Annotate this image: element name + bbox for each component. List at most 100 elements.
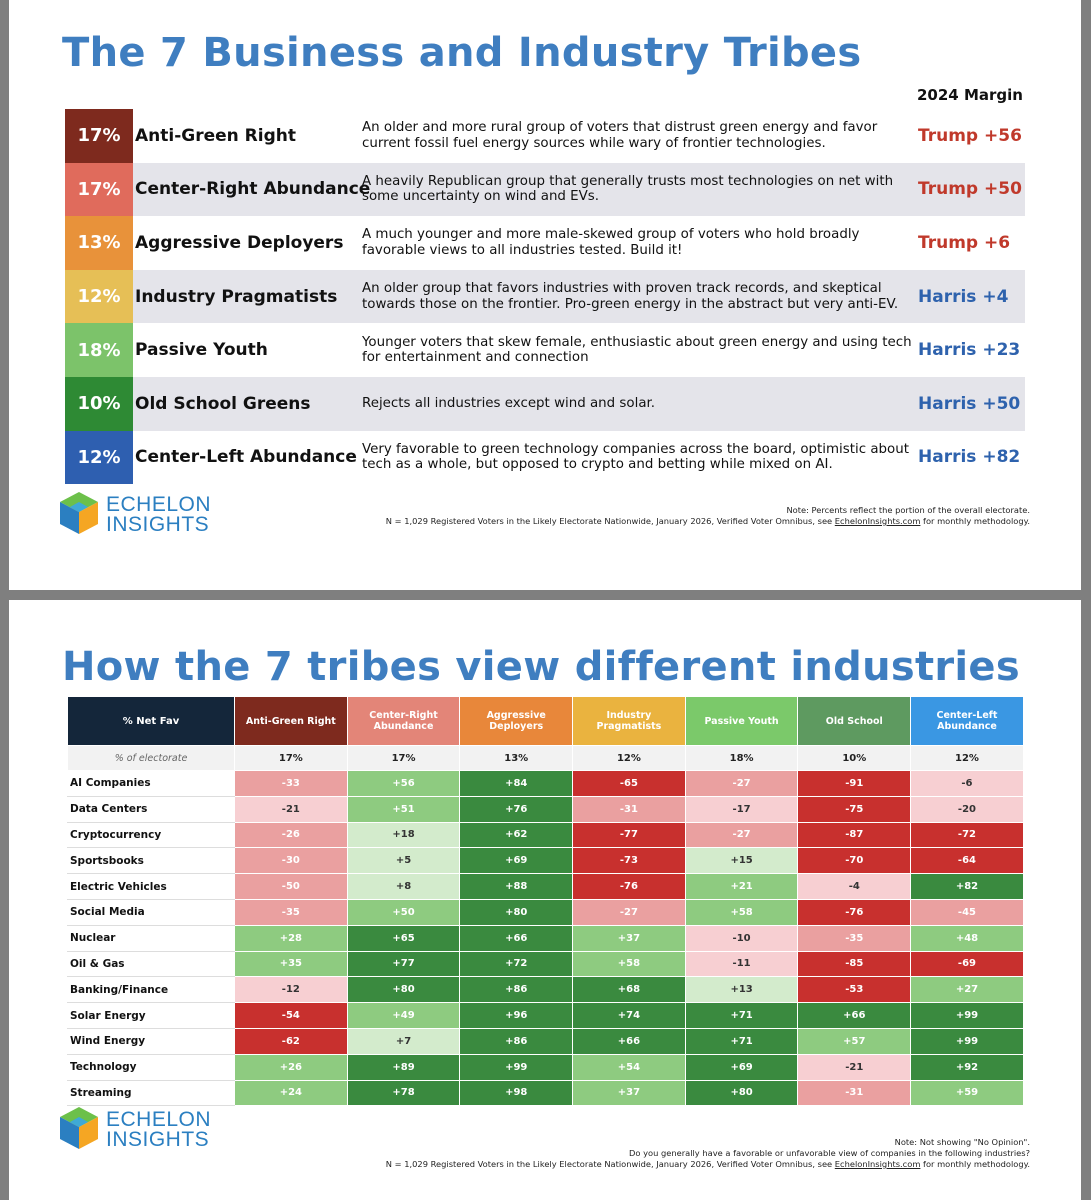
echelon-logo-2: ECHELON INSIGHTS [56,1105,216,1155]
net-fav-cell: -77 [572,821,686,849]
industry-label: Technology [67,1053,235,1081]
tribe-name: Old School Greens [135,393,311,414]
tribe-percent: 10% [65,376,133,431]
net-fav-cell: -21 [234,795,348,823]
logo-line2: INSIGHTS [106,1128,210,1151]
table-row: Social Media -35 +50 +80 -27 +58 -76 -45 [67,898,1024,926]
industry-label: Nuclear [67,924,235,952]
echelon-link[interactable]: EchelonInsights.com [834,516,921,526]
net-fav-cell: -31 [572,795,686,823]
tribe-margin: Trump +50 [918,179,1022,200]
tribe-description: Younger voters that skew female, enthusi… [362,334,912,366]
logo-line1: ECHELON [106,1108,212,1131]
net-fav-cell: +82 [910,873,1024,900]
tribe-row: 12% Industry Pragmatists An older group th… [65,269,1025,324]
table-row: Wind Energy -62 +7 +86 +66 +71 +57 +99 [67,1027,1024,1055]
net-fav-cell: +13 [684,976,799,1004]
net-fav-cell: -27 [684,770,799,797]
net-fav-cell: +68 [572,976,686,1004]
net-fav-cell: -87 [797,821,912,849]
column-header: Anti-Green Right [234,696,348,746]
net-fav-cell: -30 [234,847,348,875]
table-row: Nuclear +28 +65 +66 +37 -10 -35 +48 [67,924,1024,952]
net-fav-cell: +69 [459,847,574,875]
electorate-share: 12% [910,745,1024,771]
tribe-margin: Trump +56 [918,125,1022,146]
net-fav-cell: -53 [797,976,912,1004]
tribe-percent: 13% [65,216,133,270]
note-methodology: N = 1,029 Registered Voters in the Likel… [386,1159,1030,1170]
table-row: Streaming +24 +78 +98 +37 +80 -31 +59 [67,1079,1024,1107]
net-fav-cell: +26 [234,1053,348,1081]
industry-label: Electric Vehicles [67,873,235,900]
table-row: Banking/Finance -12 +80 +86 +68 +13 -53 +27 [67,976,1024,1004]
industry-label: Social Media [67,898,235,926]
net-fav-cell: +76 [459,795,574,823]
net-fav-cell: +99 [910,1002,1024,1029]
tribe-percent: 12% [65,269,133,324]
net-fav-cell: +7 [346,1027,461,1055]
logo-line2: INSIGHTS [106,513,210,536]
net-fav-cell: +66 [459,924,574,952]
electorate-share: 10% [797,745,912,771]
table-row: Oil & Gas +35 +77 +72 +58 -11 -85 -69 [67,950,1024,978]
tribe-margin: Harris +82 [918,447,1021,468]
net-fav-cell: -33 [234,770,348,797]
net-fav-cell: +80 [459,898,574,926]
column-header: Center-Left Abundance [910,696,1024,746]
tribe-description: An older and more rural group of voters … [362,120,878,151]
net-fav-cell: -76 [797,898,912,926]
net-fav-cell: +24 [234,1079,348,1107]
tribe-name: Center-Left Abundance [135,447,357,468]
net-fav-cell: -73 [572,847,686,875]
note-methodology-text: N = 1,029 Registered Voters in the Likel… [385,1159,835,1169]
column-header: Center-Right Abundance [346,696,461,746]
net-fav-cell: +92 [910,1053,1024,1081]
table-row: Electric Vehicles -50 +8 +88 -76 +21 -4 +82 [67,873,1024,900]
net-fav-cell: -85 [797,950,912,978]
net-fav-cell: +77 [346,950,461,978]
echelon-link[interactable]: EchelonInsights.com [834,1159,921,1169]
slide1-note: Note: Percents reflect the portion of th… [386,505,1030,527]
electorate-share: 17% [234,745,348,771]
slide-heatmap: How the 7 tribes view different industri… [9,600,1081,1200]
net-fav-cell: +35 [234,950,348,978]
industry-label: Data Centers [67,795,235,823]
net-fav-cell: +54 [572,1053,686,1081]
net-fav-cell: -31 [797,1079,912,1107]
net-fav-cell: +72 [459,950,574,978]
net-fav-cell: +98 [459,1079,574,1107]
net-fav-cell: +28 [234,924,348,952]
tribe-row: 17% Center-Right Abundance A heavily Repub… [65,162,1025,217]
tribe-margin: Trump +6 [918,232,1011,253]
industry-label: Streaming [67,1079,235,1107]
net-fav-cell: +96 [459,1002,574,1029]
net-fav-cell: +71 [684,1002,799,1029]
net-fav-cell: -76 [572,873,686,900]
net-fav-cell: +86 [459,1027,574,1055]
net-fav-cell: +56 [346,770,461,797]
tribe-description: An older group that favors industries wi… [362,281,899,312]
tribes-list: 17% Anti-Green Right An older and more rur… [65,109,1025,485]
net-fav-cell: -17 [684,795,799,823]
net-fav-cell: -72 [910,821,1024,849]
tribe-name: Industry Pragmatists [135,286,338,307]
industry-label: Banking/Finance [67,976,235,1004]
note-methodology-end: for monthly methodology. [920,516,1030,526]
net-fav-cell: +66 [572,1027,686,1055]
column-header: Aggressive Deployers [459,696,574,746]
net-fav-cell: +48 [910,924,1024,952]
slide-tribes: The 7 Business and Industry Tribes 2024 … [9,0,1081,590]
tribe-row: 13% Aggressive Deployers A much younger an… [65,216,1025,270]
tribe-description: Very favorable to green technology compa… [362,441,909,473]
net-fav-cell: +74 [572,1002,686,1029]
tribe-row: 10% Old School Greens Rejects all industri… [65,376,1025,431]
net-fav-cell: +66 [797,1002,912,1029]
tribe-row: 17% Anti-Green Right An older and more rur… [65,109,1025,163]
note-percents: Note: Percents reflect the portion of th… [786,505,1030,515]
note-question: Do you generally have a favorable or unf… [628,1148,1030,1158]
net-fav-cell: -4 [797,873,912,900]
corner-label: % Net Fav [67,696,235,746]
margin-header: 2024 Margin [917,86,1023,104]
tribe-row: 12% Center-Left Abundance Very favorable t… [65,430,1025,485]
